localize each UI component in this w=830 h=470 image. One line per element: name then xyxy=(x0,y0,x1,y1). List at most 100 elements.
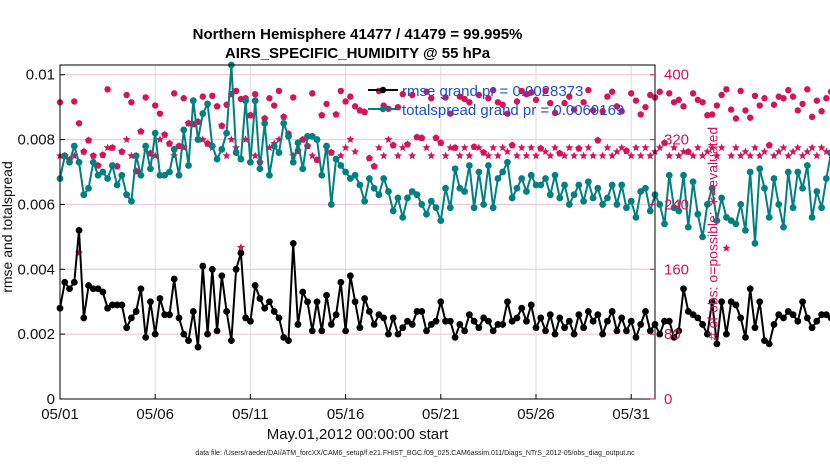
obs-possible-marker xyxy=(251,90,259,98)
rmse-point xyxy=(618,314,626,322)
totalspread-point xyxy=(794,168,802,176)
rmse-point xyxy=(523,317,530,325)
totalspread-point xyxy=(808,214,816,221)
obs-possible-marker xyxy=(742,107,749,114)
totalspread-point xyxy=(775,201,783,208)
obs-evaluated-marker xyxy=(817,143,826,152)
obs-evaluated-marker xyxy=(389,141,398,149)
obs-evaluated-marker xyxy=(803,147,812,156)
obs-evaluated-marker xyxy=(789,147,797,156)
obs-possible-marker xyxy=(428,95,435,102)
obs-evaluated-marker xyxy=(241,135,250,143)
totalspread-point xyxy=(737,201,745,208)
totalspread-point xyxy=(623,204,630,212)
totalspread-point xyxy=(351,171,359,179)
obs-possible-marker xyxy=(309,90,316,97)
totalspread-point xyxy=(546,191,554,199)
obs-evaluated-marker xyxy=(612,147,621,156)
obs-evaluated-marker xyxy=(484,151,493,160)
totalspread-point xyxy=(332,155,340,163)
totalspread-point xyxy=(437,217,445,225)
totalspread-point xyxy=(627,197,635,205)
totalspread-point xyxy=(703,201,711,208)
obs-evaluated-marker xyxy=(332,110,341,118)
rmse-point xyxy=(132,308,140,315)
totalspread-point xyxy=(699,233,706,241)
rmse-point xyxy=(366,308,373,315)
totalspread-point xyxy=(247,158,254,166)
rmse-point xyxy=(746,285,754,293)
rmse-point xyxy=(518,304,526,312)
rmse-point xyxy=(123,324,131,332)
rmse-point xyxy=(742,333,749,341)
rmse-point xyxy=(756,298,764,306)
obs-possible-marker xyxy=(732,115,740,122)
obs-evaluated-marker xyxy=(598,151,607,160)
rmse-point xyxy=(375,311,383,319)
obs-possible-marker xyxy=(747,114,754,121)
obs-evaluated-marker xyxy=(184,119,193,127)
totalspread-point xyxy=(461,188,468,195)
y-right-tick-label: 160 xyxy=(664,261,689,278)
rmse-point xyxy=(513,314,521,322)
chart-title: Northern Hemisphere 41477 / 41479 = 99.9… xyxy=(192,26,523,43)
obs-possible-marker xyxy=(785,86,792,94)
y-left-tick-label: 0 xyxy=(47,391,55,408)
obs-evaluated-marker xyxy=(355,106,364,114)
rmse-point xyxy=(494,321,502,328)
totalspread-point xyxy=(161,171,169,179)
obs-possible-marker xyxy=(342,98,349,105)
obs-possible-marker xyxy=(128,99,135,106)
rmse-point xyxy=(570,330,578,338)
obs-evaluated-marker xyxy=(779,143,788,152)
totalspread-point xyxy=(313,136,321,143)
obs-evaluated-marker xyxy=(346,135,355,143)
obs-evaluated-marker xyxy=(565,143,574,152)
rmse-point xyxy=(703,330,711,338)
obs-possible-marker xyxy=(618,108,625,115)
obs-evaluated-marker xyxy=(603,143,612,152)
totalspread-point xyxy=(732,220,740,228)
obs-possible-marker xyxy=(494,99,502,106)
obs-possible-marker xyxy=(580,99,587,106)
totalspread-point xyxy=(446,204,454,212)
obs-evaluated-marker xyxy=(136,127,145,135)
totalspread-point xyxy=(780,223,787,231)
obs-possible-marker xyxy=(799,100,806,108)
obs-evaluated-marker xyxy=(703,147,712,156)
obs-possible-marker xyxy=(75,120,83,127)
rmse-point xyxy=(161,311,169,319)
totalspread-point xyxy=(208,142,216,150)
totalspread-point xyxy=(532,181,540,189)
obs-evaluated-marker xyxy=(336,151,345,160)
rmse-point xyxy=(118,301,126,309)
rmse-point xyxy=(318,327,326,335)
totalspread-point xyxy=(656,201,664,208)
obs-possible-marker xyxy=(266,95,273,102)
totalspread-point xyxy=(151,129,159,137)
rmse-point xyxy=(351,298,359,306)
rmse-point xyxy=(584,308,592,315)
totalspread-point xyxy=(513,184,521,192)
totalspread-point xyxy=(118,171,126,179)
rmse-point xyxy=(61,278,69,286)
obs-possible-marker xyxy=(461,95,468,103)
obs-evaluated-marker xyxy=(708,143,717,152)
obs-evaluated-marker xyxy=(203,139,212,147)
obs-possible-marker xyxy=(275,87,283,95)
totalspread-point xyxy=(694,210,702,218)
rmse-point xyxy=(442,317,449,325)
obs-evaluated-marker xyxy=(108,143,117,152)
totalspread-point xyxy=(75,158,83,166)
obs-evaluated-marker xyxy=(731,143,740,152)
obs-evaluated-marker xyxy=(679,147,688,156)
totalspread-point xyxy=(618,181,626,189)
obs-possible-marker xyxy=(827,88,830,95)
obs-evaluated-marker xyxy=(394,151,402,160)
rmse-point xyxy=(242,314,250,322)
totalspread-point xyxy=(399,214,407,221)
totalspread-point xyxy=(318,171,326,179)
obs-evaluated-marker xyxy=(722,244,731,252)
obs-possible-marker xyxy=(547,99,554,107)
rmse-point xyxy=(75,226,83,234)
